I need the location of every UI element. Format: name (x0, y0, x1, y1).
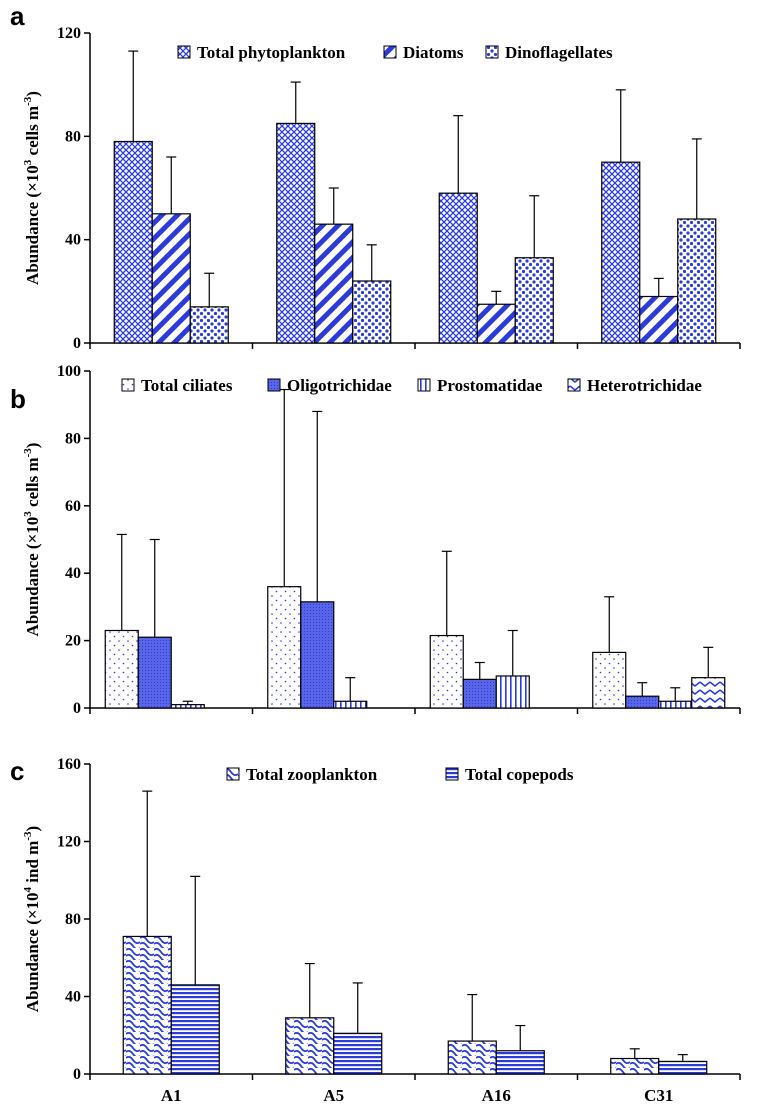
y-axis-title: Abundance (×104 ind m-3) (22, 826, 42, 1012)
y-axis-title-sup: -3 (22, 96, 34, 106)
legend-swatch (177, 45, 191, 59)
legend-label: Diatoms (403, 43, 464, 62)
legend-swatch (383, 45, 397, 59)
bar-total-copepods (333, 1032, 383, 1075)
chart-panel-b: b Abundance (×103 cells m-3) 0 20 40 60 80 100 T… (10, 363, 741, 717)
legend-swatch (121, 378, 135, 392)
x-category-label: A5 (323, 1086, 344, 1105)
bar-diatoms (314, 223, 354, 344)
bar-diatoms (639, 295, 679, 344)
panel-letter: a (10, 1, 25, 31)
y-axis-title-part: Abundance (×10 (23, 892, 42, 1012)
legend-label: Prostomatidae (437, 376, 543, 395)
bar-total-copepods (495, 1050, 545, 1075)
y-axis-title: Abundance (×103 cells m-3) (22, 91, 42, 285)
bar-total-phytoplankton (438, 192, 478, 344)
bar-dinoflagellates (514, 257, 554, 344)
bar-oligotrichidae (137, 636, 172, 709)
y-axis-title-part: ) (23, 91, 42, 97)
y-tick-label: 0 (73, 1066, 81, 1083)
y-tick-label: 0 (73, 335, 81, 352)
chart-panel-a: a Abundance (×103 cells m-3) 0 40 80 120 Total… (10, 1, 741, 352)
y-tick-label: 40 (65, 565, 81, 582)
legend-label: Oligotrichidae (287, 376, 392, 395)
x-category-label: A1 (161, 1086, 182, 1105)
legend-label: Dinoflagellates (505, 43, 613, 62)
bar-dinoflagellates (352, 280, 392, 344)
legend-label: Total ciliates (141, 376, 233, 395)
bar-total-phytoplankton (601, 161, 641, 344)
panel-letter: b (10, 384, 26, 414)
y-axis-title-sup: 3 (22, 511, 34, 517)
y-tick-label: 40 (65, 989, 81, 1006)
bar-total-ciliates (104, 629, 139, 709)
bar-dinoflagellates (189, 306, 229, 344)
bar-diatoms (151, 213, 191, 344)
y-axis-title-part: cells m (23, 457, 42, 511)
legend-swatch (417, 378, 431, 392)
legend-swatch (485, 45, 499, 59)
chart-panel-c: c Abundance (×104 ind m-3) 0 40 80 120 160 A1 A5… (10, 756, 741, 1105)
y-axis-title-sup: -3 (22, 831, 34, 841)
y-axis-title-sup: 3 (22, 159, 34, 165)
y-tick-label: 80 (65, 911, 81, 928)
y-axis-title-part: ind m (23, 841, 42, 887)
bar-diatoms (476, 303, 516, 344)
bar-prostomatidae (658, 700, 693, 709)
y-tick-label: 100 (57, 363, 81, 380)
bar-prostomatidae (333, 700, 368, 709)
y-axis-title: Abundance (×103 cells m-3) (22, 443, 42, 637)
y-axis-title-part: ) (23, 826, 42, 832)
bar-dinoflagellates (677, 218, 717, 344)
y-axis-title-sup: -3 (22, 448, 34, 458)
x-category-label: A16 (482, 1086, 511, 1105)
bar-oligotrichidae (300, 601, 335, 709)
legend-swatch (445, 767, 459, 781)
bar-total-ciliates (592, 651, 627, 709)
legend-label: Heterotrichidae (587, 376, 702, 395)
y-tick-label: 80 (65, 128, 81, 145)
y-axis-title-part: ) (23, 443, 42, 449)
y-tick-label: 160 (57, 756, 81, 773)
bar-total-zooplankton (285, 1017, 335, 1075)
y-tick-label: 120 (57, 834, 81, 851)
bar-oligotrichidae (462, 678, 497, 709)
panel-letter: c (10, 756, 24, 786)
y-tick-label: 0 (73, 700, 81, 717)
y-tick-label: 20 (65, 633, 81, 650)
y-tick-label: 80 (65, 430, 81, 447)
y-axis-title-part: Abundance (×10 (23, 165, 42, 285)
y-tick-label: 40 (65, 232, 81, 249)
y-axis-title-part: Abundance (×10 (23, 517, 42, 637)
bar-total-copepods (658, 1060, 708, 1075)
bar-prostomatidae (495, 675, 530, 709)
bar-total-ciliates (267, 586, 302, 709)
bar-total-phytoplankton (276, 122, 316, 344)
legend-label: Total copepods (465, 765, 574, 784)
bar-total-zooplankton (122, 935, 172, 1075)
legend-swatch (567, 378, 581, 392)
bar-heterotrichidae (691, 677, 726, 709)
x-category-label: C31 (644, 1086, 673, 1105)
y-axis-title-part: cells m (23, 106, 42, 160)
bar-total-zooplankton (447, 1040, 497, 1075)
legend-label: Total zooplankton (246, 765, 378, 784)
bar-prostomatidae (170, 704, 205, 709)
bar-total-zooplankton (610, 1057, 660, 1075)
legend-swatch (226, 767, 240, 781)
y-axis-title-sup: 4 (22, 886, 34, 892)
y-tick-label: 120 (57, 25, 81, 42)
legend-label: Total phytoplankton (197, 43, 346, 62)
bar-total-phytoplankton (113, 140, 153, 344)
bar-total-copepods (170, 984, 220, 1075)
y-tick-label: 60 (65, 498, 81, 515)
bar-oligotrichidae (625, 695, 660, 709)
legend-swatch (267, 378, 281, 392)
bar-total-ciliates (429, 634, 464, 709)
